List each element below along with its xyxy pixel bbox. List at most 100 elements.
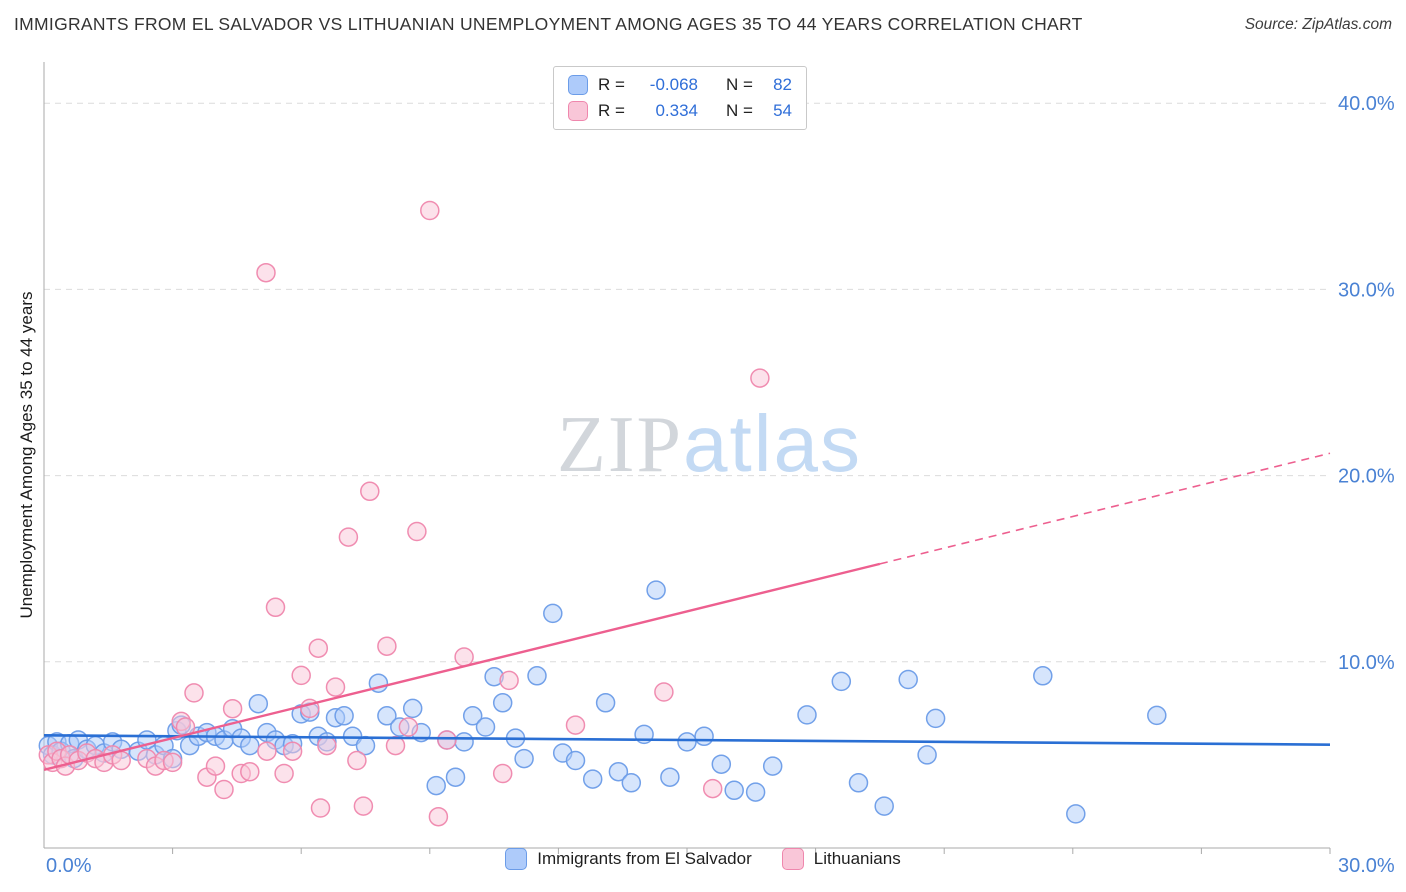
data-point-elsalvador bbox=[711, 754, 732, 774]
data-point-lithuanians bbox=[205, 756, 226, 776]
data-point-lithuanians bbox=[338, 527, 359, 547]
data-point-elsalvador bbox=[248, 693, 269, 714]
data-point-lithuanians bbox=[317, 735, 337, 756]
y-tick-label: 20.0% bbox=[1338, 466, 1395, 488]
data-point-lithuanians bbox=[499, 670, 519, 691]
y-axis-title: Unemployment Among Ages 35 to 44 years bbox=[17, 291, 36, 619]
legend-label-elsalvador: Immigrants from El Salvador bbox=[537, 849, 752, 868]
data-point-elsalvador bbox=[745, 782, 766, 802]
trendline-0 bbox=[43, 734, 1331, 746]
data-point-lithuanians bbox=[377, 636, 397, 656]
data-point-elsalvador bbox=[527, 666, 547, 686]
data-point-lithuanians bbox=[454, 647, 474, 667]
data-point-elsalvador bbox=[543, 603, 563, 624]
data-point-lithuanians bbox=[214, 779, 234, 800]
data-point-elsalvador bbox=[454, 732, 474, 752]
r-value: -0.068 bbox=[649, 75, 698, 94]
n-value: 82 bbox=[773, 75, 792, 94]
data-point-lithuanians bbox=[353, 796, 374, 816]
legend-color-chip-blue bbox=[505, 848, 528, 870]
r-label: R = bbox=[598, 75, 625, 94]
legend-color-chip-pink bbox=[781, 848, 804, 870]
data-point-lithuanians bbox=[654, 682, 674, 702]
legend-label-lithuanians: Lithuanians bbox=[813, 849, 901, 868]
data-point-lithuanians bbox=[291, 665, 311, 686]
bottom-legend: Immigrants from El Salvador Lithuanians bbox=[0, 848, 1406, 870]
data-point-lithuanians bbox=[325, 677, 346, 697]
data-point-lithuanians bbox=[310, 798, 331, 818]
data-point-elsalvador bbox=[1066, 804, 1086, 824]
data-point-elsalvador bbox=[724, 780, 744, 801]
data-point-lithuanians bbox=[407, 521, 427, 542]
x-axis-max-label: 30.0% bbox=[1338, 855, 1395, 877]
data-point-elsalvador bbox=[694, 726, 714, 747]
data-point-elsalvador bbox=[582, 769, 603, 789]
data-point-elsalvador bbox=[898, 669, 918, 690]
data-point-elsalvador bbox=[377, 706, 397, 726]
data-point-elsalvador bbox=[874, 796, 894, 816]
data-point-elsalvador bbox=[334, 706, 354, 726]
r-label: R = bbox=[598, 101, 625, 120]
trendline-1-dashed bbox=[879, 452, 1331, 565]
correlation-row-lithuanians: R = 0.334 N = 54 bbox=[568, 101, 792, 121]
n-label: N = bbox=[726, 101, 753, 120]
n-label: N = bbox=[726, 75, 753, 94]
data-point-lithuanians bbox=[257, 741, 277, 761]
data-point-elsalvador bbox=[848, 773, 869, 793]
correlation-row-elsalvador: R = -0.068 N = 82 bbox=[568, 75, 792, 95]
data-point-elsalvador bbox=[595, 693, 616, 713]
data-point-elsalvador bbox=[621, 773, 642, 793]
data-point-elsalvador bbox=[445, 767, 466, 787]
data-point-elsalvador bbox=[762, 756, 783, 776]
data-point-lithuanians bbox=[428, 806, 449, 827]
data-point-elsalvador bbox=[917, 745, 937, 765]
data-point-elsalvador bbox=[925, 708, 946, 729]
data-point-lithuanians bbox=[282, 741, 303, 761]
data-point-elsalvador bbox=[514, 748, 534, 769]
trendline-1-solid bbox=[43, 562, 881, 771]
source-attribution: Source: ZipAtlas.com bbox=[1244, 16, 1392, 33]
data-point-lithuanians bbox=[184, 683, 204, 703]
data-point-elsalvador bbox=[475, 717, 496, 737]
data-point-lithuanians bbox=[565, 715, 586, 735]
data-point-lithuanians bbox=[162, 752, 183, 773]
data-point-lithuanians bbox=[347, 750, 367, 771]
data-point-elsalvador bbox=[1033, 666, 1053, 686]
data-point-lithuanians bbox=[398, 717, 419, 737]
data-point-elsalvador bbox=[797, 705, 817, 725]
data-point-elsalvador bbox=[402, 698, 423, 719]
zipatlas-watermark: ZIPatlas bbox=[557, 399, 862, 490]
y-tick-label: 10.0% bbox=[1338, 652, 1395, 674]
watermark-zip-text: ZIP bbox=[557, 401, 683, 489]
data-point-elsalvador bbox=[831, 671, 852, 692]
data-point-lithuanians bbox=[111, 750, 131, 771]
data-point-lithuanians bbox=[492, 763, 513, 784]
series-color-chip-blue bbox=[568, 75, 588, 95]
correlation-legend-box: R = -0.068 N = 82 R = 0.334 N = 54 bbox=[553, 66, 807, 130]
data-point-elsalvador bbox=[646, 580, 666, 600]
r-value: 0.334 bbox=[655, 101, 698, 120]
data-point-lithuanians bbox=[222, 698, 243, 719]
y-tick-label: 40.0% bbox=[1338, 93, 1395, 115]
data-point-lithuanians bbox=[274, 763, 294, 784]
data-point-lithuanians bbox=[385, 735, 406, 756]
x-axis-min-label: 0.0% bbox=[46, 855, 92, 877]
data-point-lithuanians bbox=[420, 200, 440, 221]
series-color-chip-pink bbox=[568, 101, 588, 121]
data-point-lithuanians bbox=[308, 638, 329, 658]
data-point-elsalvador bbox=[426, 775, 446, 796]
data-point-elsalvador bbox=[240, 735, 260, 756]
data-point-lithuanians bbox=[256, 262, 276, 283]
data-point-lithuanians bbox=[750, 368, 770, 388]
legend-item-lithuanians: Lithuanians bbox=[781, 848, 901, 870]
data-point-lithuanians bbox=[240, 761, 260, 782]
data-point-elsalvador bbox=[462, 706, 483, 726]
data-point-lithuanians bbox=[437, 730, 457, 750]
watermark-atlas-text: atlas bbox=[683, 399, 862, 488]
data-point-lithuanians bbox=[360, 481, 380, 502]
data-point-lithuanians bbox=[265, 597, 286, 618]
data-point-elsalvador bbox=[660, 767, 680, 787]
data-point-elsalvador bbox=[1147, 705, 1167, 726]
legend-item-elsalvador: Immigrants from El Salvador bbox=[505, 848, 752, 870]
